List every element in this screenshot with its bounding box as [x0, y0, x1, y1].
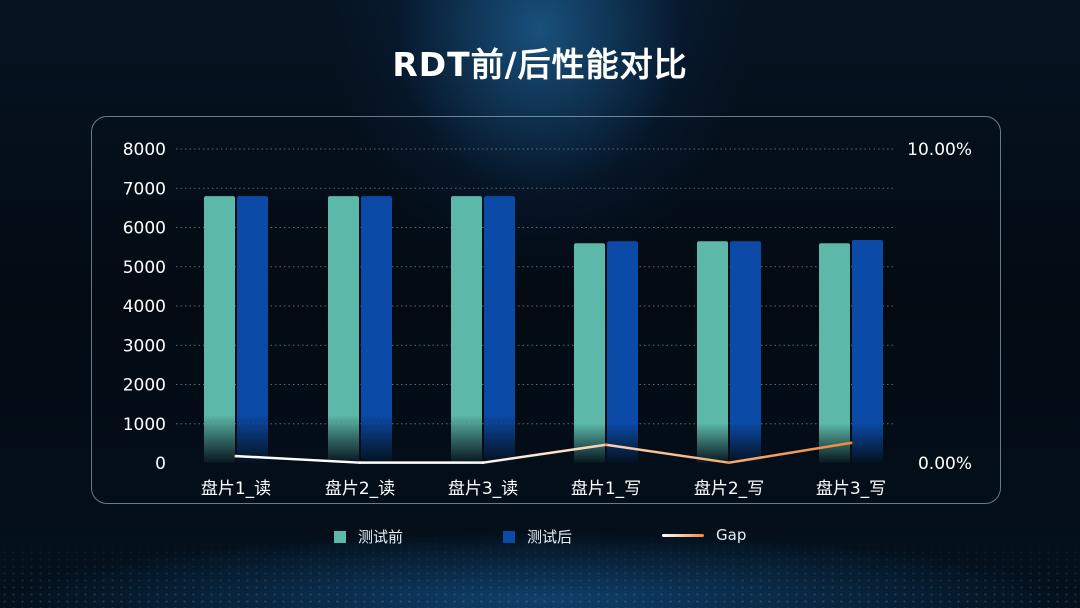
- gap-point: [727, 461, 731, 465]
- y-tick-left: 1000: [123, 415, 166, 435]
- bar-before: [451, 196, 482, 463]
- gridlines: [176, 148, 895, 425]
- bar-before: [574, 243, 605, 463]
- bar-before: [328, 196, 359, 463]
- y-tick-left: 3000: [123, 336, 166, 356]
- y-tick-left: 8000: [123, 140, 166, 160]
- legend: 测试前 测试后 Gap: [0, 526, 1080, 550]
- y-tick-right: 10.00%: [907, 140, 972, 160]
- x-tick-label: 盘片2_写: [694, 479, 764, 499]
- page-title: RDT前/后性能对比: [392, 45, 688, 84]
- x-tick-label: 盘片2_读: [325, 479, 395, 499]
- y-tick-right: 0.00%: [918, 454, 972, 474]
- x-tick-label: 盘片1_读: [201, 479, 271, 499]
- background-floor-glow: [0, 528, 1080, 608]
- gap-point: [234, 454, 238, 458]
- legend-item-after: 测试后: [503, 526, 572, 547]
- gap-point: [849, 441, 853, 445]
- y-tick-left: 6000: [123, 219, 166, 239]
- legend-swatch-before: [334, 530, 346, 543]
- bar-after: [484, 196, 515, 463]
- bar-before: [204, 196, 235, 463]
- legend-item-gap: Gap: [662, 526, 746, 544]
- bar-after: [237, 196, 268, 463]
- gap-point: [604, 443, 608, 447]
- bar-after: [607, 241, 638, 463]
- bar-after: [852, 240, 883, 463]
- bar-before: [697, 241, 728, 463]
- legend-swatch-after: [503, 530, 515, 543]
- bar-after: [730, 241, 761, 463]
- y-axis-left: 0 1000 2000 3000 4000 5000 6000 7000 8000: [123, 140, 166, 474]
- gap-series-line: [235, 441, 852, 464]
- y-tick-left: 5000: [123, 258, 166, 278]
- legend-label-gap: Gap: [716, 526, 747, 544]
- legend-label-after: 测试后: [527, 528, 573, 546]
- legend-item-before: 测试前: [334, 526, 403, 547]
- y-tick-left: 2000: [123, 376, 166, 396]
- legend-label-before: 测试前: [358, 528, 404, 546]
- y-tick-left: 0: [155, 454, 166, 474]
- bars: [204, 196, 883, 463]
- bar-before: [819, 243, 850, 463]
- y-tick-left: 4000: [123, 297, 166, 317]
- gap-point: [481, 461, 485, 465]
- gap-point: [358, 461, 362, 465]
- x-axis: 盘片1_读 盘片2_读 盘片3_读 盘片1_写 盘片2_写 盘片3_写: [201, 479, 886, 499]
- legend-swatch-gap: [662, 533, 704, 537]
- x-tick-label: 盘片3_写: [816, 479, 886, 499]
- y-axis-right: 0.00% 10.00%: [907, 140, 972, 474]
- x-tick-label: 盘片3_读: [448, 479, 518, 499]
- y-tick-left: 7000: [123, 179, 166, 199]
- bar-after: [361, 196, 392, 463]
- chart-panel: [91, 116, 1001, 504]
- x-tick-label: 盘片1_写: [571, 479, 641, 499]
- gap-line: [234, 441, 853, 465]
